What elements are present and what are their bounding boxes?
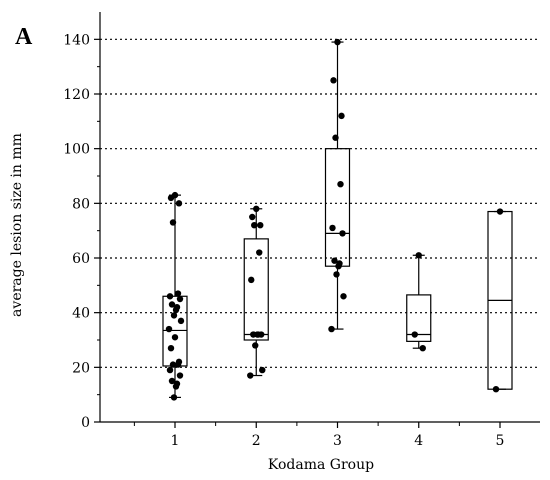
data-point [170, 394, 178, 401]
data-point [496, 208, 504, 215]
x-tick-label: 2 [252, 433, 261, 449]
data-point [169, 219, 177, 226]
data-point [333, 271, 340, 278]
data-point [330, 77, 337, 84]
data-point [174, 290, 182, 297]
data-point [331, 257, 338, 264]
panel-label: A [15, 24, 33, 50]
data-point [251, 222, 258, 229]
data-point [411, 331, 418, 338]
data-point [168, 301, 176, 308]
data-point [248, 276, 255, 284]
data-point [166, 366, 174, 374]
data-point [169, 361, 177, 368]
y-tick-label: 0 [81, 415, 90, 431]
data-point [332, 134, 339, 141]
data-point [170, 312, 178, 319]
y-tick-label: 100 [63, 142, 90, 158]
data-point [419, 345, 426, 352]
data-point [329, 224, 336, 232]
data-point [176, 295, 184, 303]
box-iqr [243, 238, 269, 341]
axes: 0 20 40 60 80 100 120 140 1 2 3 4 5 [63, 12, 540, 449]
data-point [337, 181, 344, 188]
data-point [166, 293, 174, 300]
box-plots [162, 41, 513, 398]
data-point [177, 317, 185, 325]
gridlines [100, 38, 540, 368]
data-points [165, 38, 504, 401]
data-point [339, 230, 346, 237]
data-point [174, 361, 182, 368]
y-tick-label: 20 [72, 360, 90, 376]
data-point [172, 306, 180, 314]
x-axis-title: Kodama Group [268, 457, 374, 473]
data-point [256, 249, 263, 256]
data-point [252, 342, 259, 349]
box-group-2 [243, 208, 269, 377]
data-point [175, 200, 183, 207]
box-iqr [406, 294, 432, 342]
box-group-5 [487, 210, 513, 390]
y-tick-label: 140 [63, 32, 90, 48]
data-point [249, 213, 256, 221]
data-point [340, 293, 347, 300]
data-point [338, 112, 345, 120]
x-tick-label: 1 [171, 433, 180, 449]
x-tick-label: 3 [333, 433, 342, 449]
data-point [415, 252, 422, 259]
data-point [171, 334, 179, 341]
box-group-4 [406, 254, 432, 349]
data-point [167, 194, 175, 202]
y-tick-label: 60 [72, 251, 90, 267]
data-point [259, 366, 266, 374]
data-point [254, 331, 261, 338]
data-point [253, 205, 260, 212]
x-tick-label: 4 [414, 433, 423, 449]
x-tick-label: 5 [496, 433, 505, 449]
data-point [167, 345, 175, 352]
data-point [257, 222, 264, 229]
data-point [247, 372, 254, 379]
data-point [335, 263, 342, 270]
y-tick-label: 40 [72, 306, 90, 322]
box-group-3 [324, 41, 351, 330]
y-tick-label: 80 [72, 196, 90, 212]
y-axis-title: average lesion size in mm [9, 133, 25, 317]
data-point [328, 325, 335, 333]
data-point [168, 377, 176, 385]
data-point [165, 325, 173, 333]
y-tick-label: 120 [63, 87, 90, 103]
data-point [172, 383, 180, 390]
data-point [492, 386, 500, 393]
data-point [176, 372, 184, 379]
data-point [334, 38, 341, 46]
box-iqr [324, 148, 351, 267]
